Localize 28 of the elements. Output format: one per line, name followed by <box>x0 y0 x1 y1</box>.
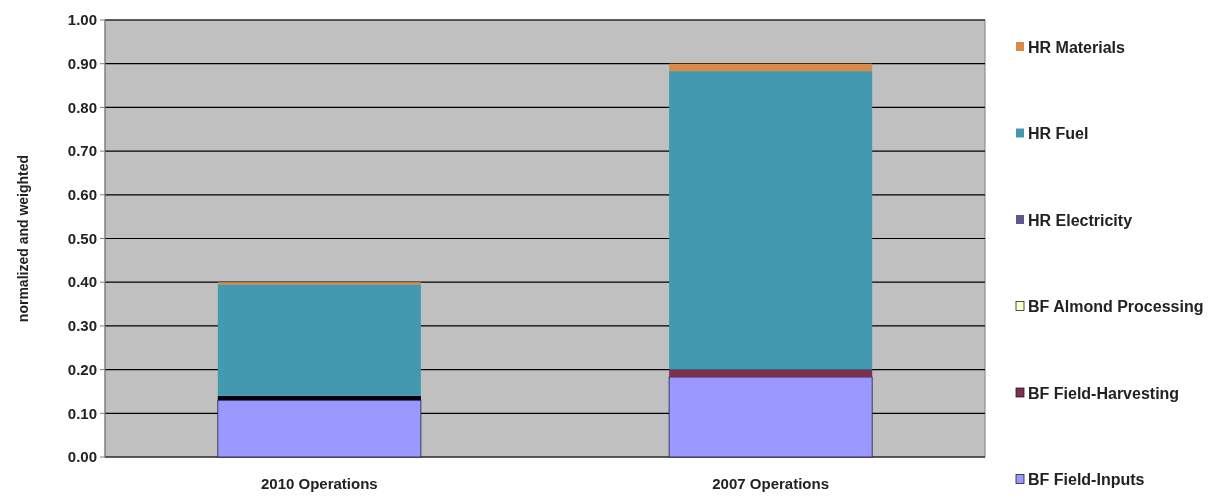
y-tick-label: 0.50 <box>67 229 97 247</box>
bar <box>669 71 873 370</box>
y-tick-label: 0.30 <box>67 317 97 335</box>
bar <box>217 284 421 396</box>
legend-label: HR Fuel <box>1028 125 1089 143</box>
x-tick-label: 2007 Operations <box>712 475 829 492</box>
y-tick-label: 0.80 <box>67 98 97 116</box>
y-tick-label: 0.20 <box>67 360 97 378</box>
bar <box>668 376 873 458</box>
legend-label: BF Almond Processing <box>1028 298 1204 316</box>
y-tick-label: 0.00 <box>67 448 97 466</box>
y-tick-label: 0.90 <box>67 54 97 72</box>
y-axis-title: normalized and weighted <box>15 154 31 323</box>
legend-label: HR Electricity <box>1028 211 1133 229</box>
y-tick-label: 1.00 <box>67 11 97 29</box>
bar <box>217 399 422 458</box>
legend-label: HR Materials <box>1028 38 1126 56</box>
y-tick-label: 0.70 <box>67 142 97 160</box>
bar <box>669 63 873 72</box>
bar <box>669 369 873 378</box>
x-tick-label: 2010 Operations <box>261 475 378 492</box>
y-tick-label: 0.10 <box>67 404 97 422</box>
y-tick-label: 0.40 <box>67 273 97 291</box>
y-tick-label: 0.60 <box>67 186 97 204</box>
bar <box>217 395 421 401</box>
legend-label: BF Field-Inputs <box>1028 471 1145 489</box>
legend-label: BF Field-Harvesting <box>1028 384 1180 402</box>
bar <box>217 282 421 285</box>
